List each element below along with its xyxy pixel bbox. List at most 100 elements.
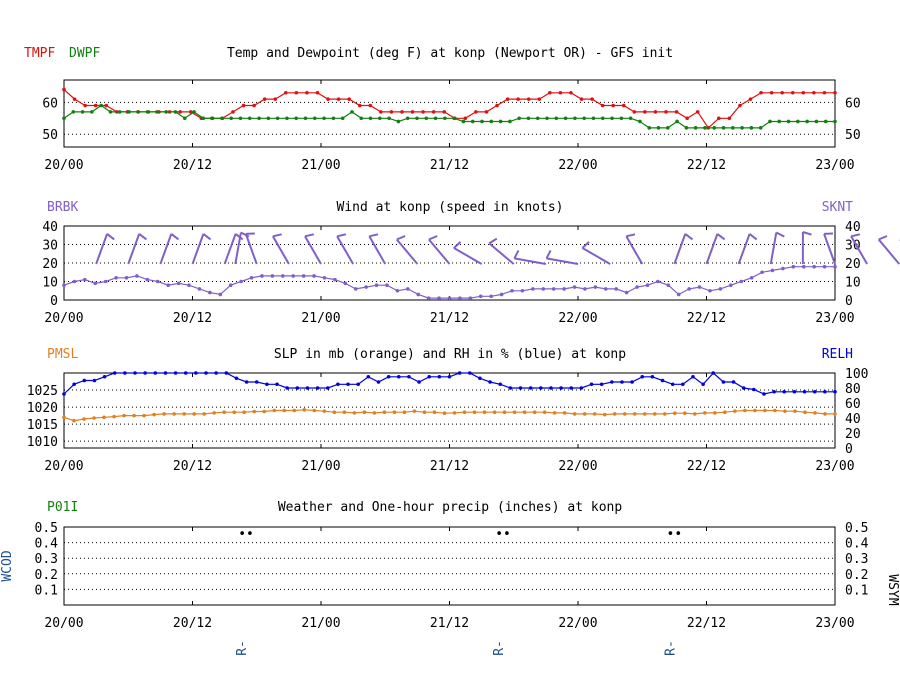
- panel1-ytick-left: 60: [42, 96, 58, 111]
- pmsl-point: [472, 410, 477, 415]
- tmpf-point: [273, 97, 278, 101]
- relh-point: [691, 374, 695, 379]
- pmsl-point: [182, 412, 186, 416]
- pmsl-point: [362, 410, 367, 415]
- relh-point: [741, 386, 746, 390]
- relh-point: [478, 376, 482, 381]
- relh-point: [234, 376, 239, 381]
- dwpf-point: [127, 110, 131, 114]
- tmpf-point: [474, 110, 478, 114]
- sknt-point: [135, 274, 139, 278]
- tmpf-point: [505, 97, 510, 101]
- pmsl-point: [412, 409, 417, 413]
- tmpf-point: [717, 116, 721, 121]
- tmpf-point: [188, 110, 193, 114]
- pmsl-point: [592, 412, 597, 416]
- panel3-ytick-left: 1025: [27, 384, 58, 399]
- tmpf-point: [526, 97, 531, 101]
- tmpf-point: [674, 110, 679, 114]
- panel2-xtick-label: 22/12: [687, 311, 726, 326]
- panel1-xtick-label: 21/12: [430, 158, 469, 173]
- dwpf-point: [833, 119, 837, 124]
- relh-point: [498, 382, 503, 387]
- sknt-point: [583, 287, 587, 291]
- sknt-point: [218, 292, 223, 297]
- pmsl-point: [262, 409, 267, 414]
- dwpf-point: [378, 116, 382, 121]
- pmsl-point: [292, 408, 297, 413]
- tmpf-point: [463, 116, 468, 121]
- pmsl-point: [813, 411, 817, 415]
- tmpf-point: [421, 110, 425, 114]
- relh-point: [305, 386, 310, 390]
- sknt-point: [155, 279, 160, 284]
- pmsl-point: [332, 410, 337, 415]
- weather-code: R-: [492, 640, 507, 656]
- wind-barb-feather: [488, 237, 498, 245]
- relh-point: [620, 380, 624, 384]
- tmpf-point: [621, 103, 626, 108]
- tmpf-point: [600, 103, 605, 108]
- dwpf-point: [498, 119, 503, 124]
- weather-code: R-: [235, 640, 250, 656]
- pmsl-point: [823, 412, 827, 416]
- panel1-ytick-right: 50: [845, 128, 861, 143]
- wind-barb-feather: [396, 235, 406, 241]
- pmsl-point: [542, 410, 547, 415]
- pmsl-point: [572, 412, 577, 416]
- relh-point: [447, 374, 452, 379]
- dwpf-point: [192, 110, 196, 114]
- pmsl-point: [72, 418, 76, 423]
- pmsl-point: [432, 410, 437, 415]
- wind-barb-staff: [428, 238, 451, 265]
- dwpf-point: [322, 116, 326, 121]
- pmsl-point: [713, 411, 717, 415]
- relh-point: [782, 389, 787, 394]
- pmsl-point: [442, 411, 447, 416]
- dwpf-point: [238, 116, 243, 121]
- dwpf-point: [80, 110, 85, 114]
- relh-point: [295, 386, 300, 390]
- dwpf-point: [777, 119, 782, 124]
- wind-barb: [769, 231, 785, 265]
- sknt-point: [593, 285, 598, 289]
- wind-barb-feather: [684, 233, 694, 241]
- pmsl-point: [312, 408, 317, 413]
- sknt-point: [666, 283, 671, 288]
- dwpf-point: [340, 116, 345, 121]
- panel4-ytick-right: 0.5: [845, 521, 868, 536]
- panel2-xtick-label: 20/12: [173, 311, 212, 326]
- sknt-point: [333, 277, 337, 282]
- relh-point: [488, 380, 492, 384]
- sknt-point: [124, 276, 129, 280]
- relh-point: [133, 371, 137, 375]
- tmpf-point: [336, 97, 341, 101]
- dwpf-point: [675, 119, 679, 124]
- pmsl-point: [322, 409, 327, 413]
- wind-barb-staff: [488, 242, 515, 265]
- wind-barb: [545, 249, 579, 265]
- dwpf-point: [173, 110, 178, 114]
- pmsl-point: [783, 409, 787, 413]
- pmsl-point: [833, 412, 837, 416]
- sknt-point: [562, 287, 566, 291]
- panel3-xtick-label: 22/12: [687, 459, 726, 474]
- dwpf-point: [712, 126, 717, 130]
- relh-point: [336, 382, 340, 387]
- panel1-title: Temp and Dewpoint (deg F) at konp (Newpo…: [227, 46, 673, 61]
- wind-barb-feather: [453, 241, 462, 249]
- tmpf-point: [558, 90, 563, 95]
- pmsl-point: [82, 417, 86, 421]
- relh-point: [772, 389, 776, 394]
- wind-barb-feather: [336, 233, 347, 238]
- dwpf-point: [433, 116, 438, 121]
- wind-barb: [95, 233, 115, 265]
- panel3-xtick-label: 20/12: [173, 459, 212, 474]
- panel2-ytick-right: 0: [845, 294, 853, 309]
- dwpf-point: [229, 116, 234, 121]
- pmsl-point: [162, 412, 166, 416]
- panel2-ytick-right: 10: [845, 276, 861, 291]
- pmsl-point: [132, 413, 136, 418]
- tmpf-point: [695, 110, 700, 114]
- dwpf-point: [136, 110, 141, 114]
